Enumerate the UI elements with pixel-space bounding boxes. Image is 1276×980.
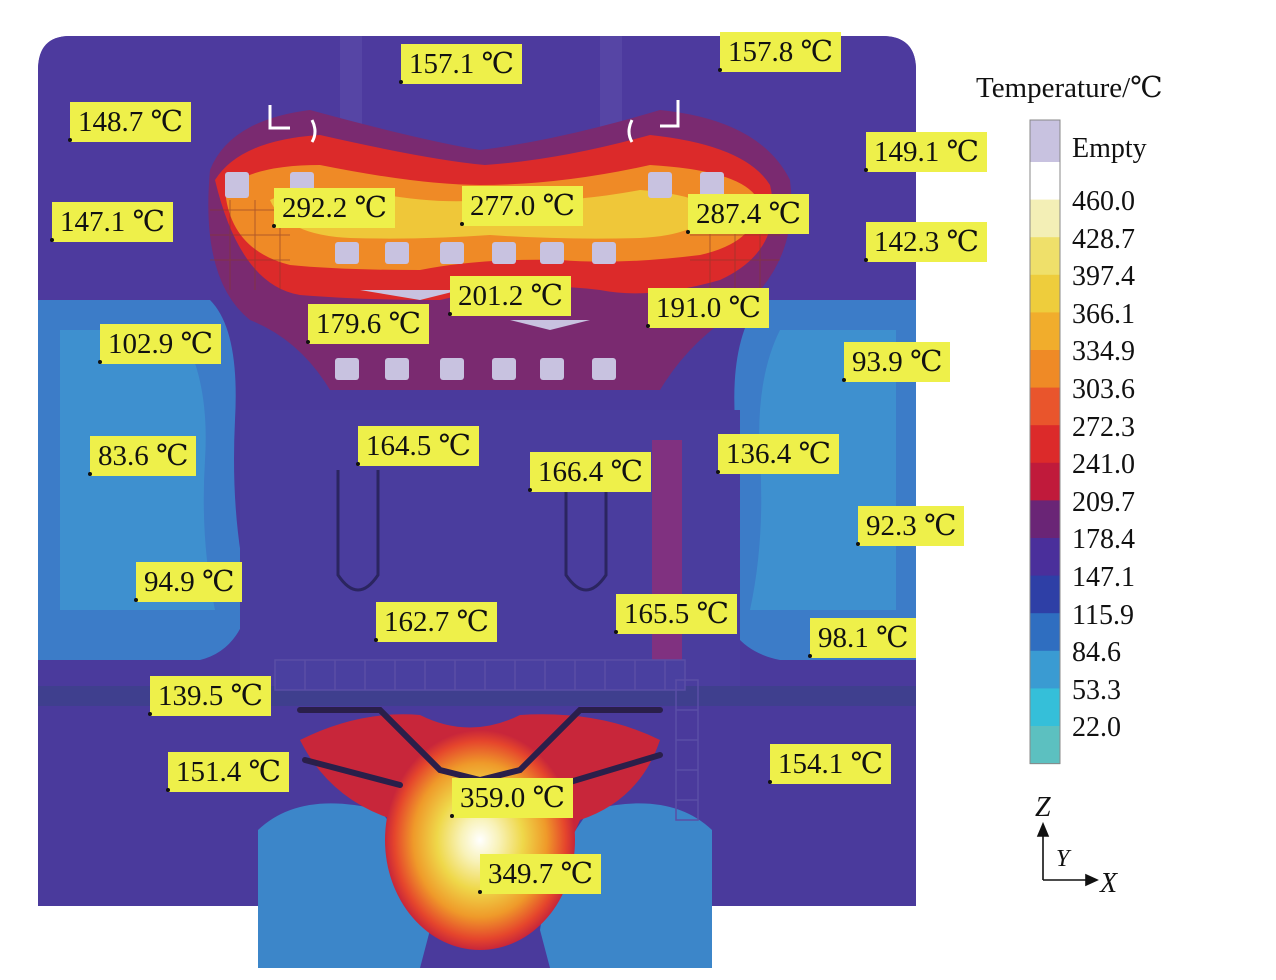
- legend-band: [1030, 350, 1060, 389]
- probe-point: [148, 712, 152, 716]
- temperature-label: 164.5 ℃: [358, 426, 479, 466]
- legend-band: [1030, 726, 1060, 765]
- legend-tick-label: 115.9: [1072, 599, 1134, 631]
- legend-border: [1029, 119, 1061, 765]
- temperature-label: 201.2 ℃: [450, 276, 571, 316]
- probe-point: [460, 222, 464, 226]
- legend-band: [1030, 613, 1060, 652]
- legend-tick-label: 397.4: [1072, 261, 1135, 293]
- legend-tick-label: 428.7: [1072, 223, 1135, 255]
- temperature-label: 98.1 ℃: [810, 618, 917, 658]
- axis-x-label: X: [1100, 868, 1118, 899]
- legend-band: [1030, 274, 1060, 313]
- probe-point: [686, 230, 690, 234]
- legend-band: [1030, 387, 1060, 426]
- temperature-label: 136.4 ℃: [718, 434, 839, 474]
- legend-band-empty: [1030, 120, 1060, 162]
- probe-point: [614, 630, 618, 634]
- temperature-label: 93.9 ℃: [844, 342, 951, 382]
- axis-triad-icon: [1036, 821, 1099, 887]
- probe-point: [450, 814, 454, 818]
- legend-tick-label: 241.0: [1072, 449, 1135, 481]
- probe-point: [306, 340, 310, 344]
- temperature-label: 92.3 ℃: [858, 506, 965, 546]
- probe-point: [448, 312, 452, 316]
- probe-point: [134, 598, 138, 602]
- probe-point: [166, 788, 170, 792]
- temperature-label: 162.7 ℃: [376, 602, 497, 642]
- legend-band: [1030, 575, 1060, 614]
- temperature-label: 147.1 ℃: [52, 202, 173, 242]
- legend-tick-label: 460.0: [1072, 186, 1135, 217]
- temperature-label: 166.4 ℃: [530, 452, 651, 492]
- legend-band: [1030, 237, 1060, 276]
- probe-point: [718, 68, 722, 72]
- temperature-label: 157.8 ℃: [720, 32, 841, 72]
- legend-band: [1030, 538, 1060, 577]
- legend-tick-label: 272.3: [1072, 411, 1135, 443]
- temperature-label: 157.1 ℃: [401, 44, 522, 84]
- legend-band: [1030, 688, 1060, 727]
- legend-band: [1030, 199, 1060, 238]
- probe-point: [864, 258, 868, 262]
- temperature-label: 151.4 ℃: [168, 752, 289, 792]
- probe-point: [716, 470, 720, 474]
- probe-point: [528, 488, 532, 492]
- legend-title: Temperature/℃: [976, 72, 1163, 104]
- temperature-label: 292.2 ℃: [274, 188, 395, 228]
- temperature-label: 277.0 ℃: [462, 186, 583, 226]
- probe-point: [88, 472, 92, 476]
- temperature-label: 165.5 ℃: [616, 594, 737, 634]
- temperature-label: 359.0 ℃: [452, 778, 573, 818]
- legend-band: [1030, 650, 1060, 689]
- legend-band: [1030, 425, 1060, 464]
- probe-point: [768, 780, 772, 784]
- temperature-label: 179.6 ℃: [308, 304, 429, 344]
- legend-tick-label: 209.7: [1072, 486, 1135, 518]
- axis-y-label: Y: [1056, 846, 1070, 872]
- probe-point: [68, 138, 72, 142]
- temperature-label: 154.1 ℃: [770, 744, 891, 784]
- temperature-label: 349.7 ℃: [480, 854, 601, 894]
- probe-point: [356, 462, 360, 466]
- legend-tick-label: 178.4: [1072, 524, 1135, 556]
- probe-point: [50, 238, 54, 242]
- probe-point: [864, 168, 868, 172]
- temperature-label: 148.7 ℃: [70, 102, 191, 142]
- legend-tick-label: 334.9: [1072, 336, 1135, 368]
- legend-band: [1030, 462, 1060, 501]
- temperature-label: 142.3 ℃: [866, 222, 987, 262]
- temperature-label: 191.0 ℃: [648, 288, 769, 328]
- legend-band: [1030, 500, 1060, 539]
- probe-point: [646, 324, 650, 328]
- temperature-label: 102.9 ℃: [100, 324, 221, 364]
- probe-point: [856, 542, 860, 546]
- legend-tick-label: 303.6: [1072, 374, 1135, 405]
- legend-tick-label: 147.1: [1072, 562, 1135, 593]
- temperature-label: 149.1 ℃: [866, 132, 987, 172]
- probe-point: [478, 890, 482, 894]
- probe-point: [98, 360, 102, 364]
- probe-point: [399, 80, 403, 84]
- probe-point: [272, 224, 276, 228]
- axis-z-label: Z: [1035, 792, 1051, 823]
- probe-point: [374, 638, 378, 642]
- legend-empty-label: Empty: [1072, 133, 1147, 164]
- legend-tick-label: 84.6: [1072, 637, 1121, 669]
- temperature-label: 287.4 ℃: [688, 194, 809, 234]
- temperature-legend-bar: [1029, 119, 1061, 765]
- legend-tick-label: 366.1: [1072, 298, 1135, 330]
- legend-tick-label: 22.0: [1072, 712, 1121, 744]
- legend-band: [1030, 312, 1060, 351]
- legend-band: [1030, 162, 1060, 201]
- temperature-label: 139.5 ℃: [150, 676, 271, 716]
- probe-point: [808, 654, 812, 658]
- legend-tick-label: 53.3: [1072, 674, 1121, 706]
- furnace-body: [38, 36, 916, 968]
- temperature-label: 83.6 ℃: [90, 436, 197, 476]
- temperature-label: 94.9 ℃: [136, 562, 243, 602]
- probe-point: [842, 378, 846, 382]
